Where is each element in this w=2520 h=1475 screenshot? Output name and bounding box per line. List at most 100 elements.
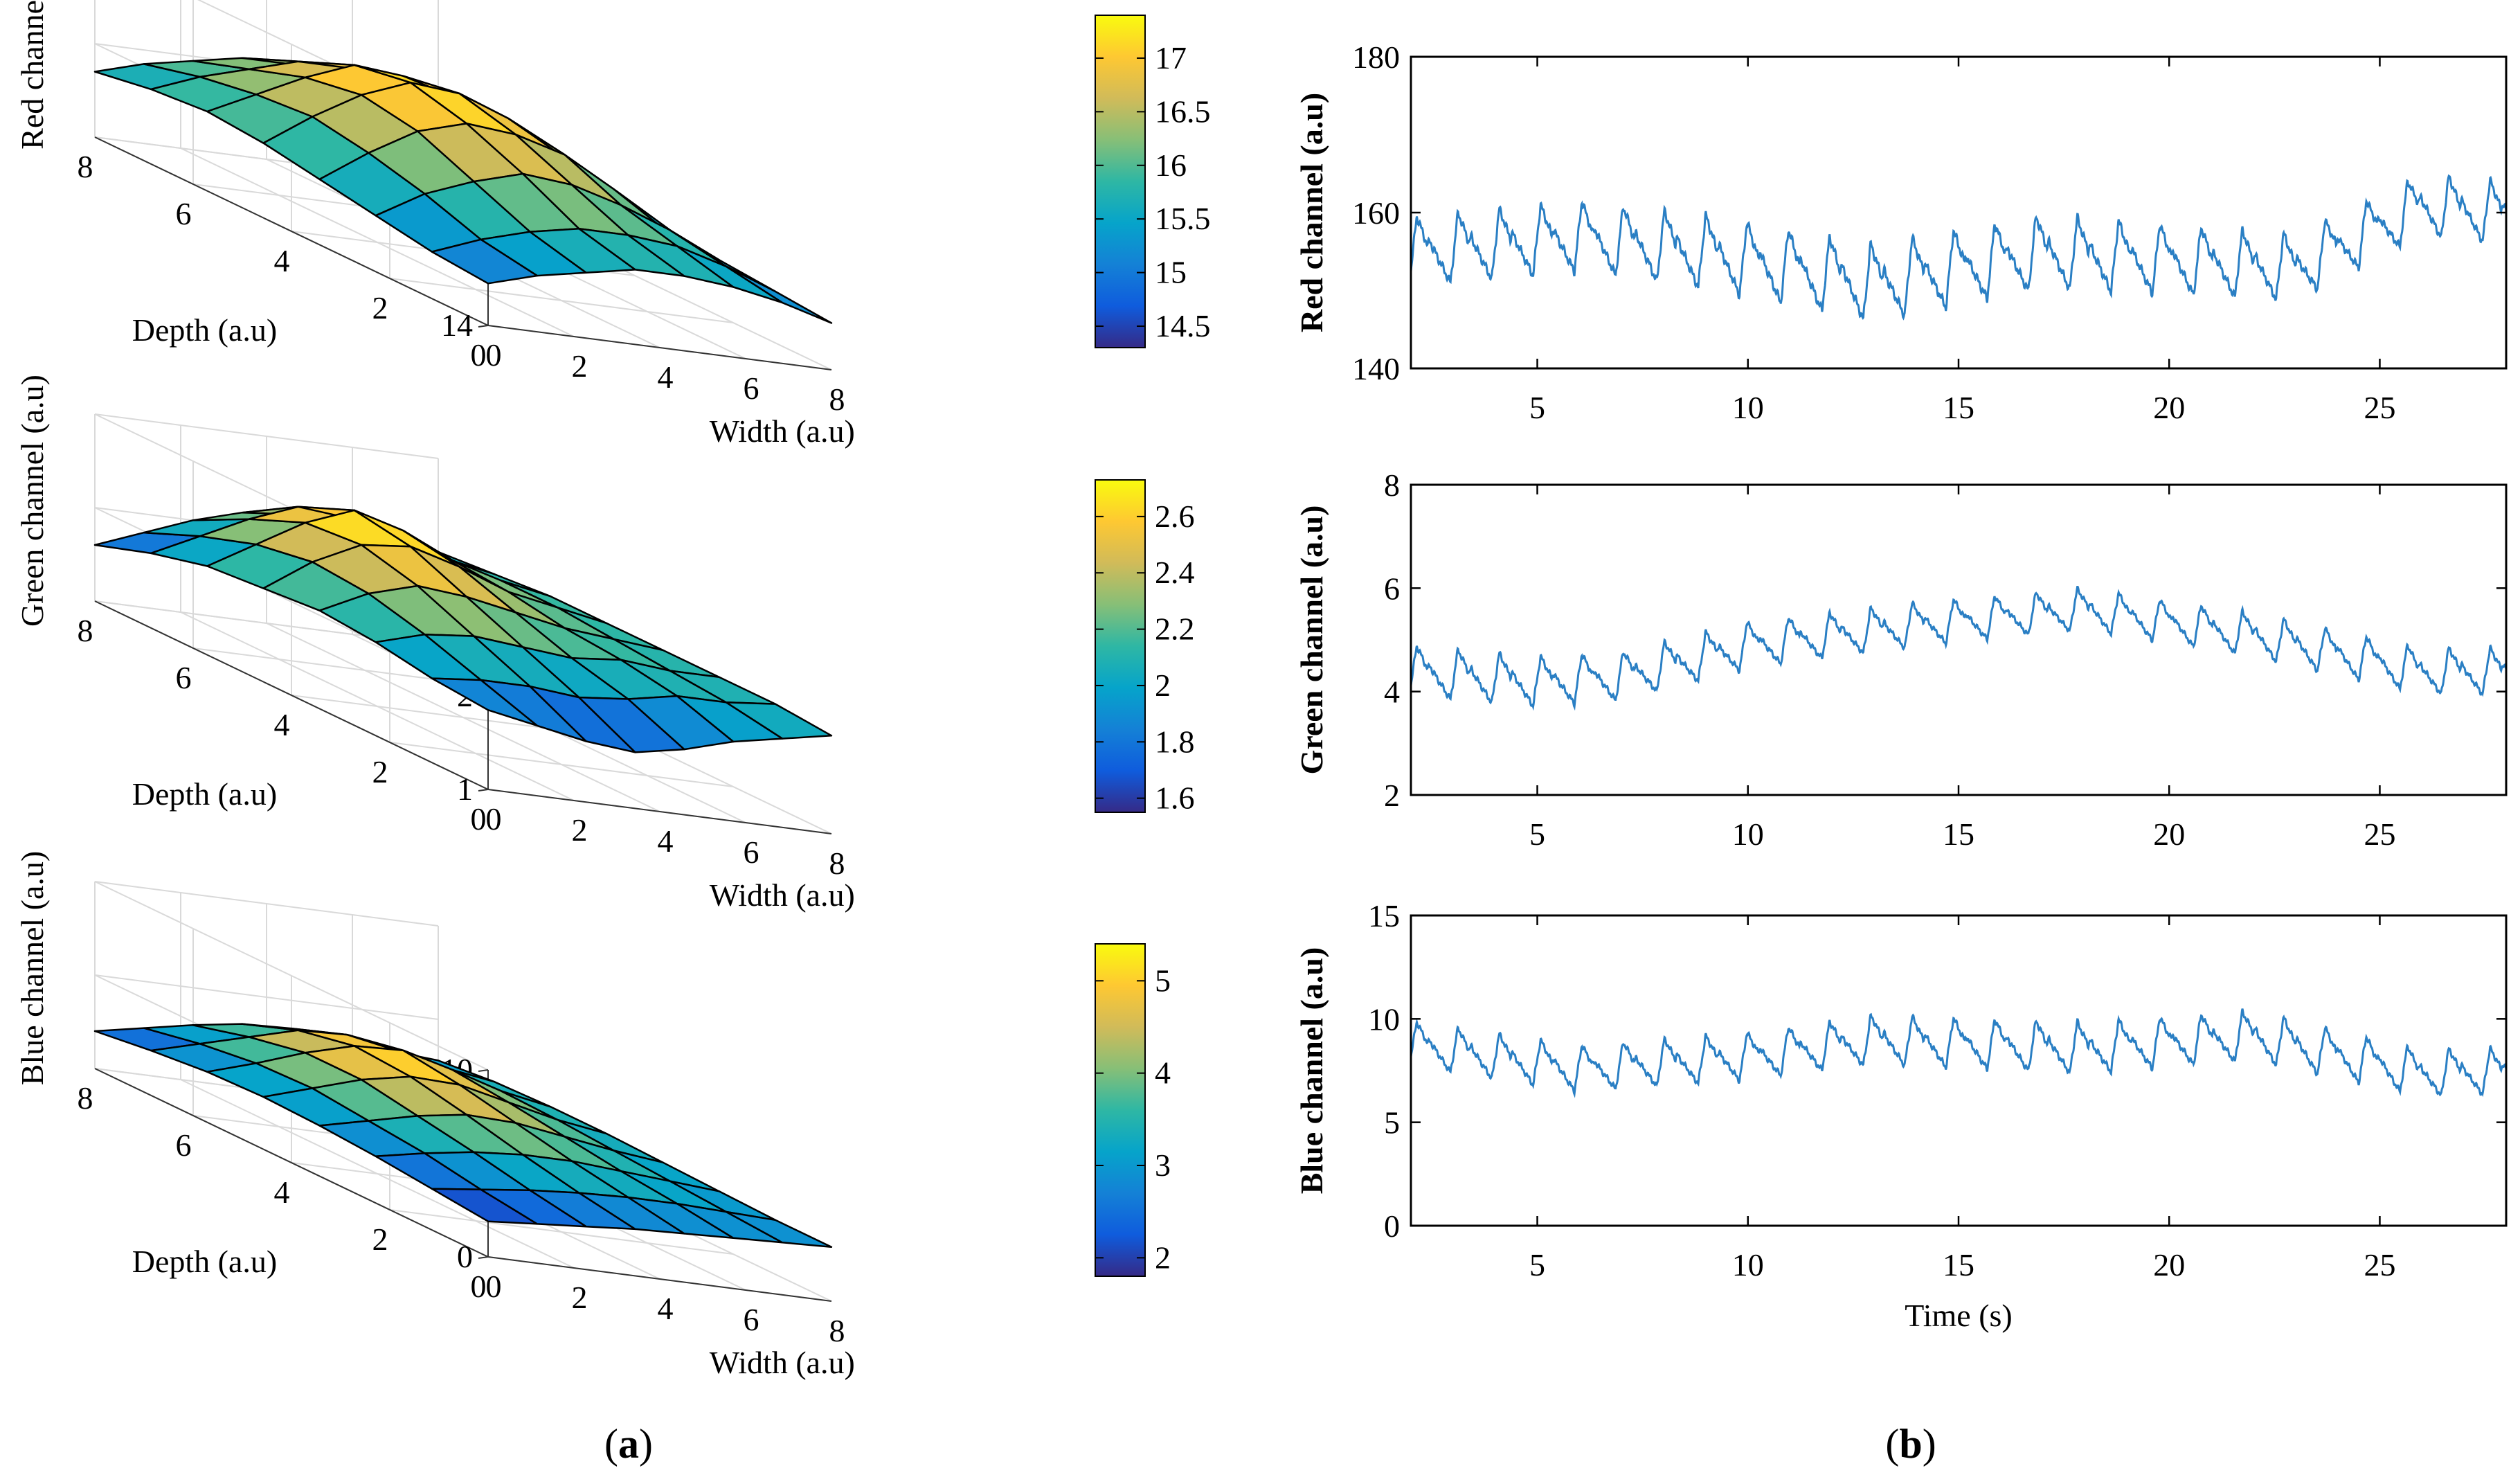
surf-green-floor-grid-y [389, 742, 734, 787]
panel-label-a-letter: a [618, 1421, 639, 1467]
surf-green-width-tick-label: 8 [829, 846, 845, 881]
surf-red-group: 1416180246802468Width (a.u)Depth (a.u)Re… [15, 0, 1211, 449]
surf-green-group: 1230246802468Width (a.u)Depth (a.u)Green… [15, 375, 1195, 913]
surf-blue-width-tick-label: 6 [744, 1302, 759, 1337]
line-blue-y-tick-label: 10 [1368, 1001, 1400, 1037]
surf-red-depth-tick-label: 8 [78, 149, 93, 184]
line-green-x-tick-label: 20 [2153, 816, 2185, 852]
surf-blue-width-tick-label: 2 [572, 1280, 588, 1315]
surf-green-depth-tick-label: 2 [372, 754, 388, 789]
line-green-x-tick-label: 10 [1732, 816, 1764, 852]
line-blue-x-tick-label: 25 [2364, 1247, 2395, 1282]
surf-blue-depth-axis [94, 1068, 489, 1258]
line-green-axes-box [1410, 483, 2508, 796]
line-blue-x-tick-label: 20 [2153, 1247, 2185, 1282]
surf-blue-z-label: Blue channel (a.u) [15, 851, 50, 1085]
surf-red-cb-tick-label: 15.5 [1155, 201, 1211, 236]
line-red-x-tick-label: 25 [2364, 390, 2395, 425]
line-blue-y-tick-label: 15 [1368, 898, 1400, 933]
surf-blue-width-tick-label: 8 [829, 1313, 845, 1348]
surf-green-depth-axis [94, 600, 489, 790]
line-blue-y-tick-label: 5 [1384, 1105, 1400, 1141]
surf-green-depth-tick-label: 0 [471, 801, 487, 837]
surf-green-width-axis [487, 789, 832, 834]
surf-blue-width-tick-label: 4 [658, 1291, 674, 1326]
line-blue-y-label: Blue channel (a.u) [1294, 947, 1329, 1195]
line-red-axes-box [1410, 55, 2508, 370]
line-green-series-line [1411, 586, 2506, 711]
line-blue-group: 5 10 15 20 25 0 5 10 15 Blue channel (a.u) Time (s… [1294, 898, 2508, 1333]
surf-blue-cb-tick-label: 2 [1155, 1240, 1171, 1275]
line-green-y-tick-label: 8 [1384, 467, 1400, 503]
surf-red-width-axis [487, 325, 832, 370]
line-green-group: 5 10 15 20 25 2 4 6 8 Green channel (a.u) [1294, 467, 2508, 852]
surf-red-width-tick-label: 8 [829, 382, 845, 417]
surf-red-depth-tick-label: 2 [372, 290, 388, 325]
surf-blue-group: 05100246802468Width (a.u)Depth (a.u)Blue… [15, 851, 1171, 1380]
surf-red-colorbar [1095, 15, 1146, 348]
line-blue-axes-box [1410, 914, 2508, 1227]
surf-green-depth-label: Depth (a.u) [132, 776, 277, 812]
line-blue-x-tick-label: 5 [1529, 1247, 1545, 1282]
surf-red-cb-tick-label: 14.5 [1155, 308, 1211, 343]
surf-green-cb-tick-label: 2.6 [1155, 499, 1195, 534]
surf-blue-width-label: Width (a.u) [710, 1345, 855, 1380]
line-red-y-tick-label: 140 [1352, 351, 1400, 386]
line-red-x-tick-label: 10 [1732, 390, 1764, 425]
surf-green-width-tick-label: 6 [744, 834, 759, 870]
surf-blue-depth-tick-label: 0 [471, 1269, 487, 1304]
surf-green-width-tick-label: 2 [572, 812, 588, 848]
line-red-y-tick-label: 180 [1352, 39, 1400, 75]
surf-red-depth-tick-label: 4 [274, 243, 290, 278]
panel-label-b: (b) [1885, 1421, 1936, 1467]
line-red-x-tick-label: 5 [1529, 390, 1545, 425]
surf-red-floor-grid-y [389, 278, 734, 323]
line-blue-x-tick-label: 10 [1732, 1247, 1764, 1282]
surf-green-cb-tick-label: 2 [1155, 668, 1171, 703]
line-red-series-line [1411, 174, 2506, 321]
surf-green-depth-tick-label: 6 [176, 660, 192, 695]
surf-red-width-label: Width (a.u) [710, 413, 855, 449]
line-green-y-tick-label: 4 [1384, 674, 1400, 710]
surf-green-depth-tick-label: 4 [274, 707, 290, 742]
line-blue-y-tick-label: 0 [1384, 1208, 1400, 1244]
line-red-y-tick-label: 160 [1352, 195, 1400, 231]
surf-blue-surface-patch [725, 1210, 833, 1248]
surf-blue-depth-tick-label: 8 [78, 1080, 93, 1116]
surf-red-width-tick-label: 0 [486, 337, 502, 373]
surf-red-cb-tick-label: 16 [1155, 148, 1187, 183]
surf-red-z-tick [478, 325, 489, 328]
line-green-x-tick-label: 15 [1943, 816, 1974, 852]
surf-red-surface-patch [725, 265, 833, 324]
surf-blue-cb-tick-label: 4 [1155, 1055, 1171, 1091]
line-red-group: 5 10 15 20 25 140 160 180 Red channel (a.u) [1294, 39, 2508, 425]
line-red-x-tick-label: 15 [1943, 390, 1974, 425]
surf-red-cb-tick-label: 17 [1155, 40, 1187, 75]
surf-green-width-label: Width (a.u) [710, 877, 855, 913]
surf-blue-z-tick-label: 0 [457, 1239, 473, 1274]
surf-blue-z-tick [478, 1069, 489, 1072]
line-blue-x-label: Time (s) [1905, 1298, 2013, 1333]
surf-red-z-tick-label: 14 [441, 307, 473, 343]
surf-green-depth-tick-label: 8 [78, 613, 93, 648]
surf-red-width-tick-label: 4 [658, 359, 674, 395]
line-green-x-tick-label: 25 [2364, 816, 2395, 852]
surf-red-cb-tick-label: 15 [1155, 255, 1187, 290]
surf-green-colorbar [1095, 479, 1146, 813]
surf-red-z-label: Red channel (a.u) [15, 0, 50, 150]
panel-label-b-letter: b [1899, 1421, 1922, 1467]
surf-green-z-tick-label: 1 [457, 771, 473, 807]
surf-red-depth-label: Depth (a.u) [132, 312, 277, 348]
surf-green-cb-tick-label: 1.6 [1155, 780, 1195, 816]
line-green-x-tick-label: 5 [1529, 816, 1545, 852]
line-green-y-label: Green channel (a.u) [1294, 506, 1329, 775]
surf-green-z-tick [478, 789, 489, 792]
surf-blue-colorbar [1095, 943, 1146, 1277]
surf-green-width-tick-label: 4 [658, 823, 674, 859]
surf-blue-width-tick-label: 0 [486, 1269, 502, 1304]
line-blue-x-tick-label: 15 [1943, 1247, 1974, 1282]
surf-blue-width-axis [487, 1256, 832, 1302]
line-green-y-tick-label: 6 [1384, 571, 1400, 606]
line-green-y-tick-label: 2 [1384, 778, 1400, 813]
